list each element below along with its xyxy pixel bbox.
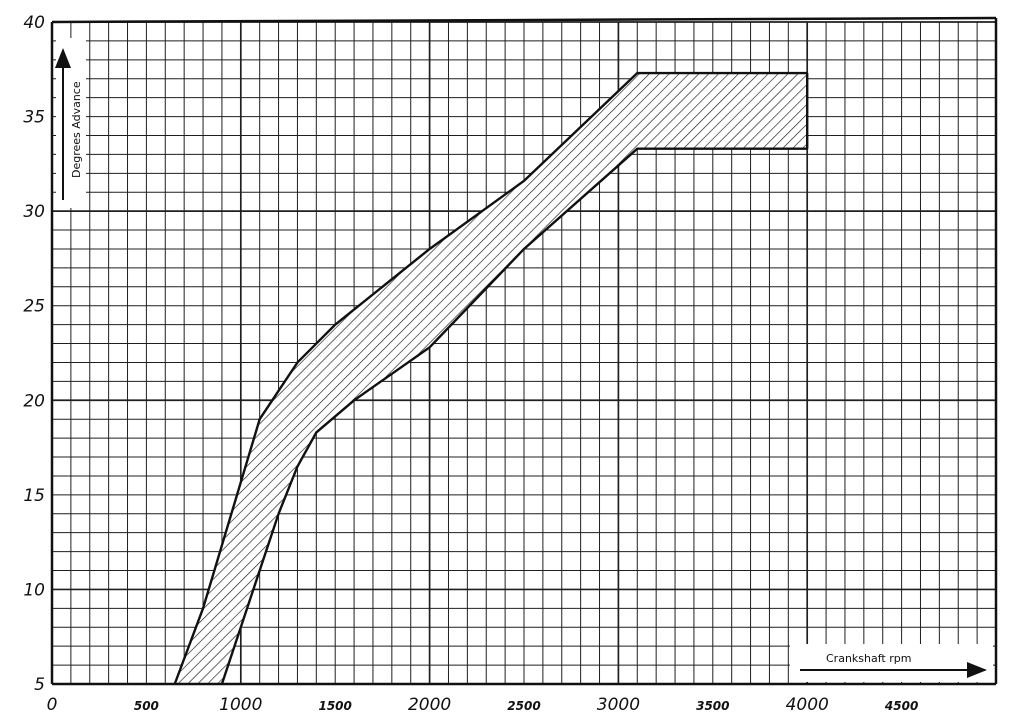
plot-frame — [50, 16, 998, 686]
advance-band-fill — [174, 73, 808, 685]
y-tick-label: 15 — [23, 486, 45, 506]
x-tick-labels: 0 500 1000 1500 2000 2500 3000 3500 4000 4500 — [47, 695, 919, 715]
y-tick-label: 25 — [23, 297, 45, 317]
x-tick-label: 0 — [47, 695, 58, 715]
x-axis-title-box — [790, 644, 993, 682]
x-tick-label: 500 — [134, 699, 159, 713]
y-tick-label: 30 — [23, 202, 45, 222]
y-tick-label: 20 — [23, 391, 45, 411]
y-tick-label: 10 — [23, 580, 45, 600]
y-tick-labels: 5 10 15 20 25 30 35 40 — [23, 13, 45, 695]
frame-top — [51, 16, 997, 24]
x-tick-label: 4000 — [786, 695, 829, 715]
x-tick-label: 4500 — [884, 699, 918, 713]
x-tick-label: 2000 — [408, 695, 451, 715]
advance-band-upper-edge — [173, 71, 808, 685]
x-axis-title-group: Crankshaft rpm — [790, 644, 993, 682]
grid-lines — [51, 21, 997, 685]
y-tick-label: 35 — [23, 108, 45, 128]
y-tick-label: 5 — [34, 675, 45, 695]
y-axis-title-group: Degrees Advance — [55, 38, 86, 208]
x-tick-label: 3000 — [597, 695, 640, 715]
y-tick-label: 40 — [23, 13, 45, 33]
advance-band — [173, 71, 809, 685]
x-tick-label: 1500 — [318, 699, 351, 713]
y-axis-title: Degrees Advance — [70, 81, 83, 178]
advance-band-lower-edge — [220, 147, 808, 685]
x-tick-label: 2500 — [507, 699, 540, 713]
x-tick-label: 3500 — [696, 699, 729, 713]
x-tick-label: 1000 — [219, 695, 262, 715]
x-axis-title: Crankshaft rpm — [826, 652, 911, 665]
